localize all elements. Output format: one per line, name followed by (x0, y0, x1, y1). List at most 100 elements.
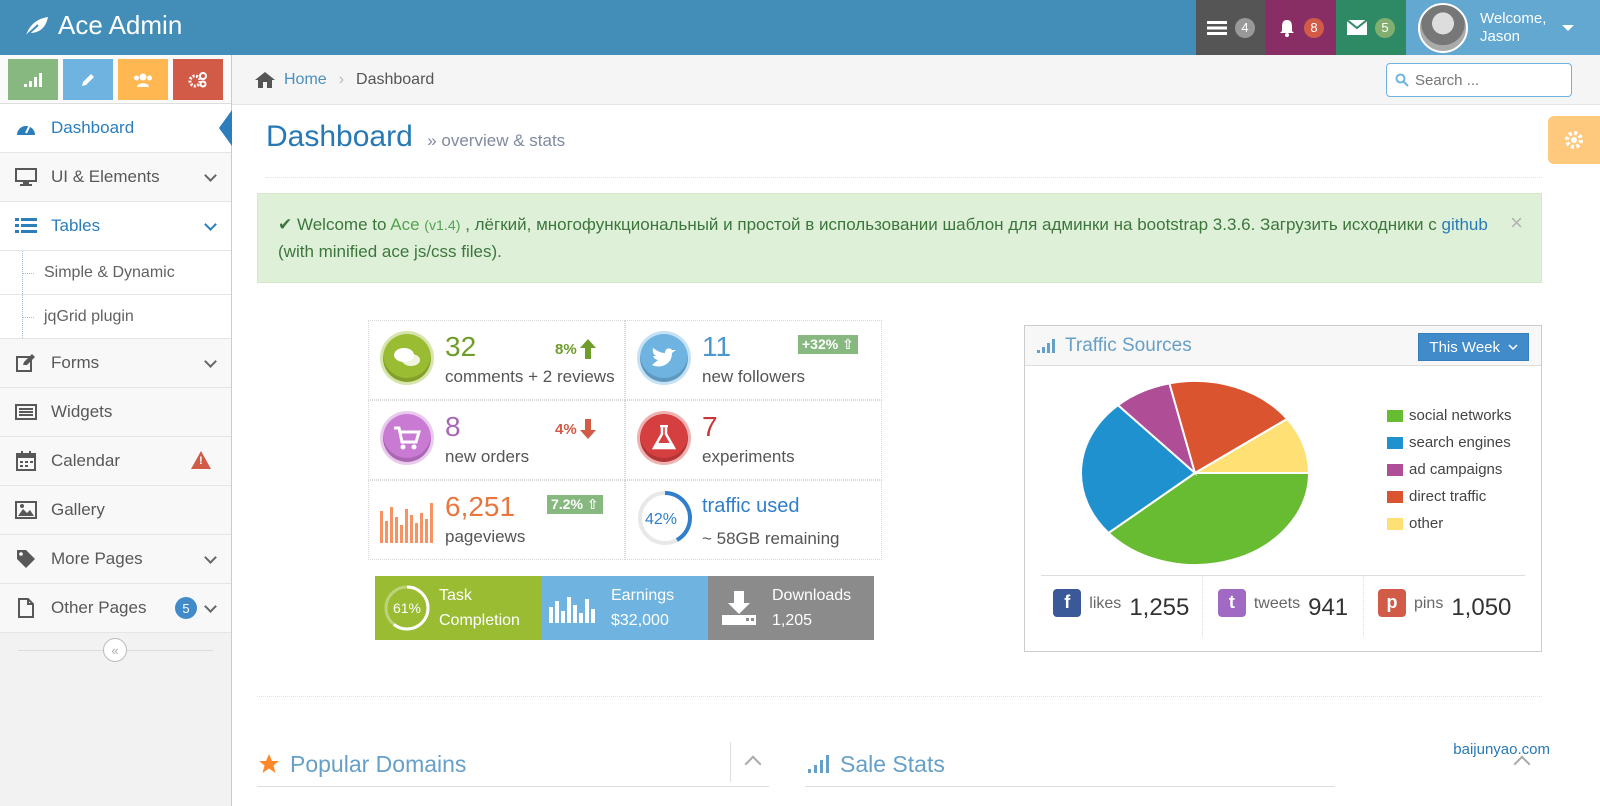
shortcut-stats-button[interactable] (8, 59, 58, 100)
shopping-cart-icon (380, 411, 434, 465)
sidebar-item-label: Widgets (51, 402, 113, 421)
sidebar-item-label: Forms (51, 353, 100, 372)
sidebar-item-label: Gallery (51, 500, 105, 519)
desktop-icon (14, 166, 38, 188)
twitter-icon: t (1217, 588, 1246, 617)
breadcrumb-home-label: Home (284, 70, 327, 88)
sale-stats-title: Sale Stats (840, 750, 945, 777)
infobox-value: 8 (445, 411, 461, 442)
legend-swatch (1387, 409, 1403, 422)
comments-icon (380, 331, 434, 385)
chevron-down-icon (204, 600, 217, 613)
file-icon (14, 597, 38, 619)
easy-pie-chart (638, 491, 692, 545)
sidebar-item-label: Other Pages (51, 598, 147, 617)
shortcut-edit-button[interactable] (63, 59, 113, 100)
sidebar-item-forms[interactable]: Forms (0, 339, 231, 388)
shortcut-users-button[interactable] (118, 59, 168, 100)
sidebar-item-tables[interactable]: Tables (0, 202, 231, 251)
traffic-percent: 42% (645, 511, 678, 528)
sidebar-item-widgets[interactable]: Widgets (0, 388, 231, 437)
traffic-pie-chart (1080, 380, 1311, 566)
infobox-value: 32 (445, 331, 477, 362)
breadcrumb-home[interactable]: Home (254, 71, 327, 89)
infobox-change-value: 8% (555, 340, 577, 358)
alert-suffix: (with minified ace js/css files). (278, 242, 502, 261)
legend-swatch (1387, 517, 1403, 530)
sidebar-item-more-pages[interactable]: More Pages (0, 535, 231, 584)
social-value: 941 (1308, 593, 1349, 621)
sidebar-item-calendar[interactable]: Calendar ! (0, 437, 231, 486)
signal-icon (808, 755, 829, 773)
sidebar-item-ui-elements[interactable]: UI & Elements (0, 153, 231, 202)
popular-domains-header: Popular Domains (258, 744, 466, 784)
check-icon: ✔ (278, 215, 293, 234)
search-box (1386, 63, 1572, 97)
close-icon[interactable]: × (1510, 210, 1523, 235)
sidebar-item-label: Calendar (51, 451, 120, 470)
star-icon (259, 754, 279, 773)
legend-label: ad campaigns (1409, 461, 1503, 478)
sidebar-item-label: More Pages (51, 549, 143, 568)
social-label: tweets (1253, 594, 1301, 612)
chevron-down-icon (204, 169, 217, 182)
chevron-up-icon[interactable] (1513, 755, 1531, 773)
tasks-dropdown[interactable]: 4 (1196, 0, 1266, 55)
traffic-sources-widget: Traffic Sources This Week social network… (1024, 325, 1542, 652)
infobox-label: ~ 58GB remaining (702, 529, 840, 548)
brand[interactable]: Ace Admin (24, 10, 182, 41)
ace-settings-button[interactable] (1548, 116, 1600, 164)
social-likes: f likes 1,255 (1041, 576, 1203, 637)
chevron-up-icon[interactable] (744, 755, 762, 773)
widget-title: Traffic Sources (1065, 334, 1192, 356)
messages-dropdown[interactable]: 5 (1336, 0, 1406, 55)
legend-item: other (1387, 510, 1512, 537)
sparkline-bars (380, 503, 433, 543)
task-percent: 61% (393, 600, 421, 616)
sidebar-item-other-pages[interactable]: Other Pages 5 (0, 584, 231, 633)
welcome-alert: ✔ Welcome to Ace (v1.4) , лёгкий, многоф… (257, 193, 1542, 283)
brand-name: Ace Admin (58, 10, 183, 40)
period-dropdown[interactable]: This Week (1418, 333, 1529, 361)
sidebar-subitem-jqgrid[interactable]: jqGrid plugin (0, 295, 231, 339)
sidebar-subitem-label: Simple & Dynamic (44, 263, 175, 281)
list-alt-icon (14, 401, 38, 423)
stat-line1: Task (439, 587, 472, 604)
infobox-change-value: 4% (555, 420, 577, 438)
sidebar-collapse: « (0, 633, 231, 667)
sidebar-item-dashboard[interactable]: Dashboard (0, 104, 232, 153)
sidebar: Dashboard UI & Elements Tables Simple & … (0, 55, 232, 806)
page-subtitle: » overview & stats (427, 131, 566, 150)
social-stats: f likes 1,255 t tweets 941 p pins 1,050 (1041, 575, 1525, 637)
infobox-label: pageviews (445, 527, 526, 546)
stat-line1: Earnings (611, 587, 675, 604)
social-pins: p pins 1,050 (1364, 576, 1525, 637)
legend-item: ad campaigns (1387, 456, 1512, 483)
edit-icon (14, 352, 38, 374)
tasks-icon (1207, 20, 1227, 35)
signal-icon (24, 72, 42, 87)
home-icon (255, 71, 275, 88)
pie-slice (1191, 417, 1311, 474)
notifications-dropdown[interactable]: 8 (1266, 0, 1336, 55)
sidebar-item-gallery[interactable]: Gallery (0, 486, 231, 535)
stat-line1: Downloads (772, 587, 852, 604)
sidebar-shortcuts (0, 55, 231, 104)
social-label: likes (1089, 594, 1122, 612)
legend-item: social networks (1387, 402, 1512, 429)
divider (257, 696, 1542, 697)
chevron-down-icon (204, 355, 217, 368)
shortcut-settings-button[interactable] (173, 59, 223, 100)
legend-swatch (1387, 463, 1403, 476)
chevron-down-icon (204, 551, 217, 564)
infobox-change: 4% (555, 419, 596, 439)
legend-swatch (1387, 490, 1403, 503)
github-link[interactable]: github (1441, 215, 1488, 234)
user-menu[interactable]: Welcome, Jason (1406, 0, 1600, 55)
collapse-sidebar-button[interactable]: « (103, 638, 127, 662)
search-input[interactable] (1415, 71, 1555, 89)
pie-slice (1106, 472, 1311, 566)
infobox-value: 7 (702, 411, 718, 442)
sidebar-subitem-simple-dynamic[interactable]: Simple & Dynamic (0, 251, 231, 295)
infobox-value: 6,251 (445, 491, 516, 522)
